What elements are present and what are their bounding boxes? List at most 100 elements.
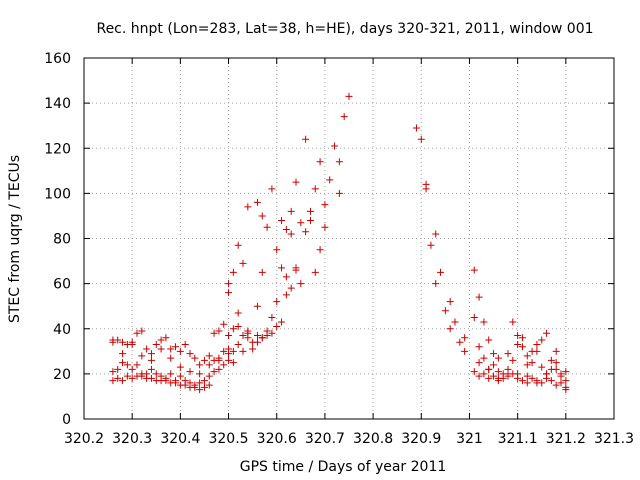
data-point <box>456 338 464 346</box>
data-point <box>176 363 184 371</box>
data-point <box>340 113 348 121</box>
data-point <box>258 334 266 342</box>
data-point <box>229 268 237 276</box>
data-point <box>205 352 213 360</box>
data-point <box>172 379 180 387</box>
data-point <box>133 329 141 337</box>
data-point <box>538 336 546 344</box>
data-point <box>205 372 213 380</box>
data-point <box>345 92 353 100</box>
data-point <box>528 359 536 367</box>
y-tick-label: 80 <box>53 232 71 248</box>
data-point <box>234 322 242 330</box>
data-point <box>196 386 204 394</box>
data-point <box>287 284 295 292</box>
data-point <box>253 198 261 206</box>
data-point <box>167 345 175 353</box>
data-point <box>287 207 295 215</box>
x-tick-label: 321.3 <box>594 431 634 447</box>
data-point <box>215 365 223 373</box>
data-point <box>321 223 329 231</box>
data-point <box>533 379 541 387</box>
y-tick-label: 100 <box>44 186 71 202</box>
x-tick-label: 320.6 <box>257 431 297 447</box>
data-point <box>123 361 131 369</box>
data-point <box>427 241 435 249</box>
data-point <box>490 372 498 380</box>
data-point <box>234 341 242 349</box>
data-point <box>147 350 155 358</box>
data-point <box>514 332 522 340</box>
x-tick-label: 320.5 <box>208 431 248 447</box>
data-point <box>292 178 300 186</box>
data-point <box>186 368 194 376</box>
data-point <box>162 334 170 342</box>
data-point <box>470 266 478 274</box>
data-point <box>253 302 261 310</box>
data-point <box>417 135 425 143</box>
data-point <box>437 268 445 276</box>
data-point <box>509 356 517 364</box>
data-point <box>249 345 257 353</box>
data-point <box>229 347 237 355</box>
data-point <box>263 327 271 335</box>
data-point <box>176 372 184 380</box>
x-tick-label: 320.3 <box>112 431 152 447</box>
data-point <box>191 354 199 362</box>
data-point <box>128 374 136 382</box>
chart-title: Rec. hnpt (Lon=283, Lat=38, h=HE), days … <box>96 21 593 37</box>
plot-frame <box>83 57 615 420</box>
data-point <box>494 354 502 362</box>
data-point <box>316 246 324 254</box>
data-point <box>181 341 189 349</box>
grid-lines <box>83 57 615 420</box>
data-point <box>268 185 276 193</box>
data-point <box>557 372 565 380</box>
data-point <box>205 361 213 369</box>
data-point <box>432 280 440 288</box>
data-point <box>200 377 208 385</box>
data-point <box>172 343 180 351</box>
data-point <box>225 356 233 364</box>
data-point <box>220 320 228 328</box>
data-point <box>297 219 305 227</box>
data-point <box>273 322 281 330</box>
data-point <box>528 374 536 382</box>
data-point <box>562 377 570 385</box>
y-tick-label: 40 <box>53 322 71 338</box>
data-point <box>480 318 488 326</box>
x-tick-label: 320.2 <box>64 431 104 447</box>
data-point <box>196 370 204 378</box>
data-point <box>152 341 160 349</box>
data-point <box>229 325 237 333</box>
data-point <box>490 350 498 358</box>
data-point <box>297 280 305 288</box>
data-point <box>461 334 469 342</box>
data-point <box>205 381 213 389</box>
data-point <box>547 377 555 385</box>
data-point <box>273 298 281 306</box>
x-tick-label: 320.7 <box>305 431 345 447</box>
data-point <box>311 185 319 193</box>
data-point <box>119 338 127 346</box>
data-point <box>278 264 286 272</box>
data-point <box>547 356 555 364</box>
data-point <box>514 370 522 378</box>
y-tick-label: 120 <box>44 141 71 157</box>
data-point <box>138 372 146 380</box>
data-point <box>306 216 314 224</box>
data-point <box>133 361 141 369</box>
data-point <box>225 345 233 353</box>
y-tick-label: 60 <box>53 277 71 293</box>
data-point <box>152 370 160 378</box>
data-point <box>229 359 237 367</box>
data-point <box>475 293 483 301</box>
data-point <box>335 158 343 166</box>
data-point <box>167 370 175 378</box>
data-point <box>292 264 300 272</box>
data-point <box>533 347 541 355</box>
data-point <box>480 370 488 378</box>
data-point <box>475 372 483 380</box>
data-point <box>552 381 560 389</box>
data-point <box>470 368 478 376</box>
